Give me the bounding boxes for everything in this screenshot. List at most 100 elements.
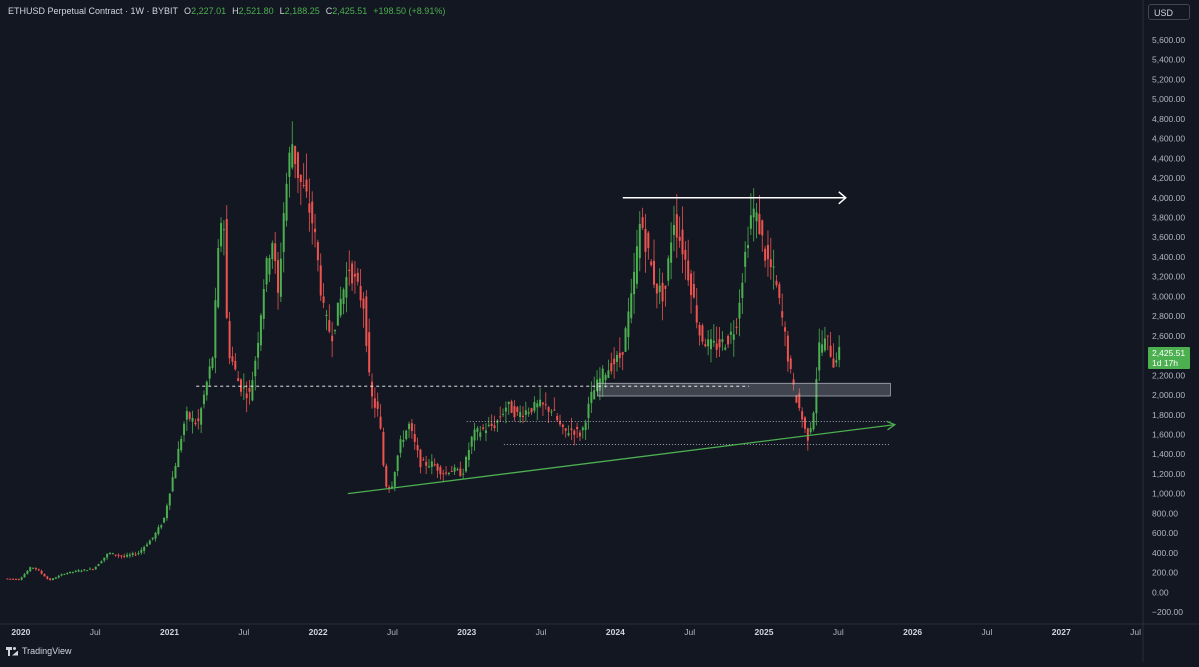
- candle-body: [456, 469, 459, 471]
- candle-body: [658, 285, 661, 293]
- candle-body: [322, 296, 325, 303]
- candle-body: [225, 218, 228, 318]
- candle-body: [709, 339, 712, 350]
- drawings-group[interactable]: [196, 191, 897, 495]
- time-tick-label: 2023: [457, 627, 476, 637]
- candle-body: [721, 339, 724, 342]
- symbol-title[interactable]: ETHUSD Perpetual Contract · 1W · BYBIT: [8, 6, 179, 16]
- candle-body: [775, 280, 778, 286]
- candle-body: [23, 574, 26, 578]
- high-value: 2,521.80: [238, 6, 274, 16]
- tradingview-logo-icon: [6, 646, 18, 656]
- price-tick-label: 5,600.00: [1152, 35, 1185, 45]
- candle-body: [427, 466, 430, 468]
- candle-body: [251, 380, 254, 401]
- candle-body: [692, 283, 695, 298]
- price-tick-label: 5,000.00: [1152, 94, 1185, 104]
- time-tick-label: 2022: [309, 627, 328, 637]
- candle-body: [502, 413, 505, 415]
- candle-body: [268, 258, 271, 275]
- price-tick-label: 3,400.00: [1152, 252, 1185, 262]
- candle-body: [328, 320, 331, 332]
- candle-body: [707, 339, 710, 347]
- ascending-trendline[interactable]: [347, 423, 895, 495]
- candle-body: [712, 340, 715, 343]
- candle-body: [561, 424, 564, 428]
- price-tick-label: 3,000.00: [1152, 291, 1185, 301]
- candle-body: [447, 472, 450, 475]
- candle-body: [299, 174, 302, 183]
- candle-body: [621, 352, 624, 355]
- candle-body: [143, 546, 146, 551]
- price-tick-label: 2,600.00: [1152, 331, 1185, 341]
- candle-body: [553, 409, 556, 411]
- time-tick-label: 2021: [160, 627, 179, 637]
- candle-body: [217, 247, 220, 308]
- price-tick-label: 400.00: [1152, 548, 1178, 558]
- candle-body: [556, 416, 559, 421]
- candle-body: [396, 455, 399, 472]
- candle-body: [473, 429, 476, 441]
- price-tick-label: 3,600.00: [1152, 232, 1185, 242]
- candle-body: [584, 422, 587, 431]
- support-zone[interactable]: [597, 382, 891, 397]
- price-axis[interactable]: 5,600.00 5,400.00 5,200.00 5,000.00 4,800.00…: [1152, 35, 1185, 617]
- candle-body: [829, 345, 832, 357]
- candle-body: [180, 439, 183, 451]
- candle-body: [126, 554, 129, 557]
- candle-body: [376, 401, 379, 409]
- candle-body: [111, 553, 114, 555]
- candle-body: [373, 398, 376, 408]
- price-tick-label: 2,000.00: [1152, 390, 1185, 400]
- candle-body: [826, 335, 829, 337]
- candle-body: [60, 574, 63, 576]
- candle-body: [413, 434, 416, 442]
- candle-body: [177, 448, 180, 468]
- close-value: 2,425.51: [332, 6, 368, 16]
- time-tick-label: Jul: [238, 627, 249, 637]
- candle-body: [239, 379, 242, 392]
- candle-body: [171, 477, 174, 492]
- price-tick-label: 1,800.00: [1152, 410, 1185, 420]
- candle-body: [348, 269, 351, 272]
- candle-body: [353, 273, 356, 277]
- candle-body: [650, 261, 653, 266]
- time-tick-label: Jul: [982, 627, 993, 637]
- price-tick-label: 4,600.00: [1152, 134, 1185, 144]
- candle-body: [661, 282, 664, 302]
- time-tick-label: 2020: [11, 627, 30, 637]
- candle-body: [108, 552, 111, 554]
- currency-button[interactable]: USD: [1148, 4, 1190, 20]
- candle-body: [684, 249, 687, 260]
- price-tick-label: 1,400.00: [1152, 449, 1185, 459]
- candle-body: [567, 433, 570, 436]
- candle-body: [100, 561, 103, 564]
- candle-body: [724, 347, 727, 350]
- candle-body: [200, 408, 203, 425]
- candle-body: [77, 570, 80, 572]
- candle-body: [715, 343, 718, 350]
- candle-body: [288, 152, 291, 177]
- candle-body: [482, 427, 485, 429]
- candle-body: [185, 411, 188, 420]
- candle-body: [20, 577, 23, 580]
- candle-body: [747, 245, 750, 249]
- candle-body: [690, 273, 693, 296]
- candle-body: [559, 420, 562, 425]
- candle-body: [71, 571, 74, 573]
- candle-body: [237, 378, 240, 382]
- candle-body: [672, 224, 675, 236]
- candle-body: [818, 342, 821, 371]
- candle-body: [576, 427, 579, 430]
- time-axis[interactable]: 2020 Jul 2021 Jul 2022 Jul 2023 Jul 2024 Jul 2025 J…: [11, 627, 1141, 637]
- candle-body: [51, 578, 54, 581]
- change-value: +198.50 (+8.91%): [373, 6, 446, 16]
- candle-body: [544, 404, 547, 406]
- candle-body: [655, 283, 658, 294]
- tradingview-logo[interactable]: TradingView: [6, 646, 72, 656]
- candle-body: [547, 407, 550, 412]
- candle-body: [795, 395, 798, 403]
- candle-body: [479, 432, 482, 437]
